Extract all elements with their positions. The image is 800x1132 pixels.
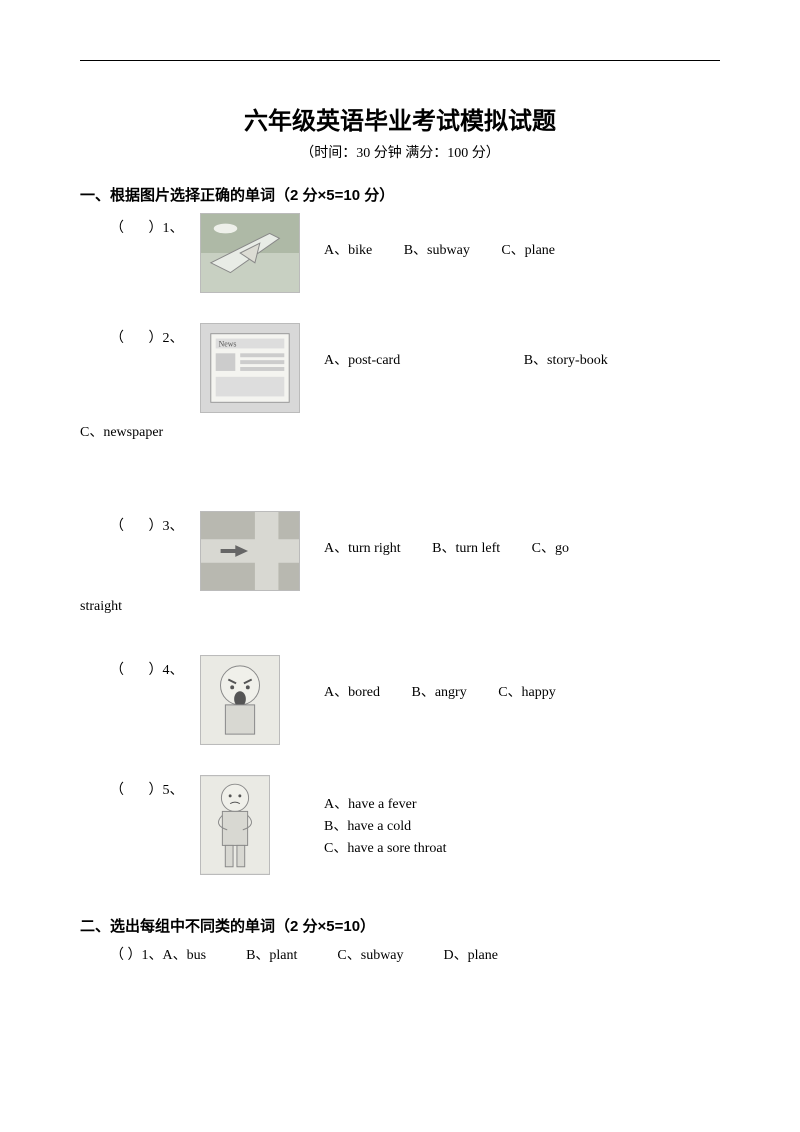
option-a[interactable]: A、bike [324, 243, 372, 258]
option-a[interactable]: A、post-card [324, 353, 400, 368]
question-row: （ ）2、 News A、post-card B、story-book [80, 323, 720, 413]
angry-boy-icon [200, 655, 280, 745]
options-inline: A、bike B、subway C、plane [324, 213, 720, 259]
exam-page: 六年级英语毕业考试模拟试题 （时间：30 分钟 满分：100 分） 一、根据图片… [0, 0, 800, 1132]
option-a[interactable]: A、bored [324, 685, 380, 700]
svg-text:News: News [219, 339, 237, 348]
option-b[interactable]: B、subway [404, 243, 470, 258]
option-b[interactable]: B、have a cold [324, 815, 720, 835]
option-c[interactable]: C、have a sore throat [324, 837, 720, 857]
turn-left-icon [200, 511, 300, 591]
question-image: News [200, 323, 300, 413]
option-b[interactable]: B、plant [246, 944, 297, 964]
question-image [200, 775, 300, 875]
options-stacked: A、have a fever B、have a cold C、have a so… [324, 775, 720, 859]
option-a[interactable]: A、bus [163, 944, 207, 964]
answer-blank[interactable]: （ ）1、 [110, 944, 163, 964]
question-row: （ ）4、 A、bored B、angry C、happy [80, 655, 720, 745]
top-rule [80, 60, 720, 61]
option-b[interactable]: B、angry [412, 685, 467, 700]
answer-blank[interactable]: （ ）5、 [80, 775, 200, 799]
option-c[interactable]: C、go [532, 541, 569, 556]
section1-header: 一、根据图片选择正确的单词（2 分×5=10 分） [80, 184, 720, 205]
question-row: （ ）3、 A、turn right B、turn left C、go [80, 511, 720, 591]
option-d[interactable]: D、plane [444, 944, 498, 964]
question-row: （ ）1、 A、bike B、subway C、plane [80, 213, 720, 293]
option-a[interactable]: A、turn right [324, 541, 401, 556]
answer-blank[interactable]: （ ）3、 [80, 511, 200, 535]
page-subtitle: （时间：30 分钟 满分：100 分） [80, 142, 720, 162]
option-c-wrap[interactable]: C、newspaper [80, 421, 720, 441]
answer-blank[interactable]: （ ）2、 [80, 323, 200, 347]
answer-blank[interactable]: （ ）4、 [80, 655, 200, 679]
question-row: （ ）1、A、bus B、plant C、subway D、plane [80, 944, 720, 964]
plane-icon [200, 213, 300, 293]
question-image [200, 213, 300, 293]
options-inline: A、bored B、angry C、happy [324, 655, 720, 701]
option-b[interactable]: B、story-book [524, 353, 608, 368]
option-c-wrap: straight [80, 599, 720, 615]
newspaper-icon: News [200, 323, 300, 413]
question-image [200, 655, 300, 745]
section2-header: 二、选出每组中不同类的单词（2 分×5=10） [80, 915, 720, 936]
options-inline: A、post-card B、story-book [324, 323, 720, 369]
question-row: （ ）5、 A、have a fever B、ha [80, 775, 720, 875]
option-c[interactable]: C、happy [498, 685, 556, 700]
page-title: 六年级英语毕业考试模拟试题 [80, 101, 720, 136]
answer-blank[interactable]: （ ）1、 [80, 213, 200, 237]
cold-boy-icon [200, 775, 270, 875]
option-c[interactable]: C、subway [337, 944, 403, 964]
option-b[interactable]: B、turn left [432, 541, 500, 556]
option-c[interactable]: C、plane [501, 243, 555, 258]
options-inline: A、turn right B、turn left C、go [324, 511, 720, 557]
question-image [200, 511, 300, 591]
option-a[interactable]: A、have a fever [324, 793, 720, 813]
